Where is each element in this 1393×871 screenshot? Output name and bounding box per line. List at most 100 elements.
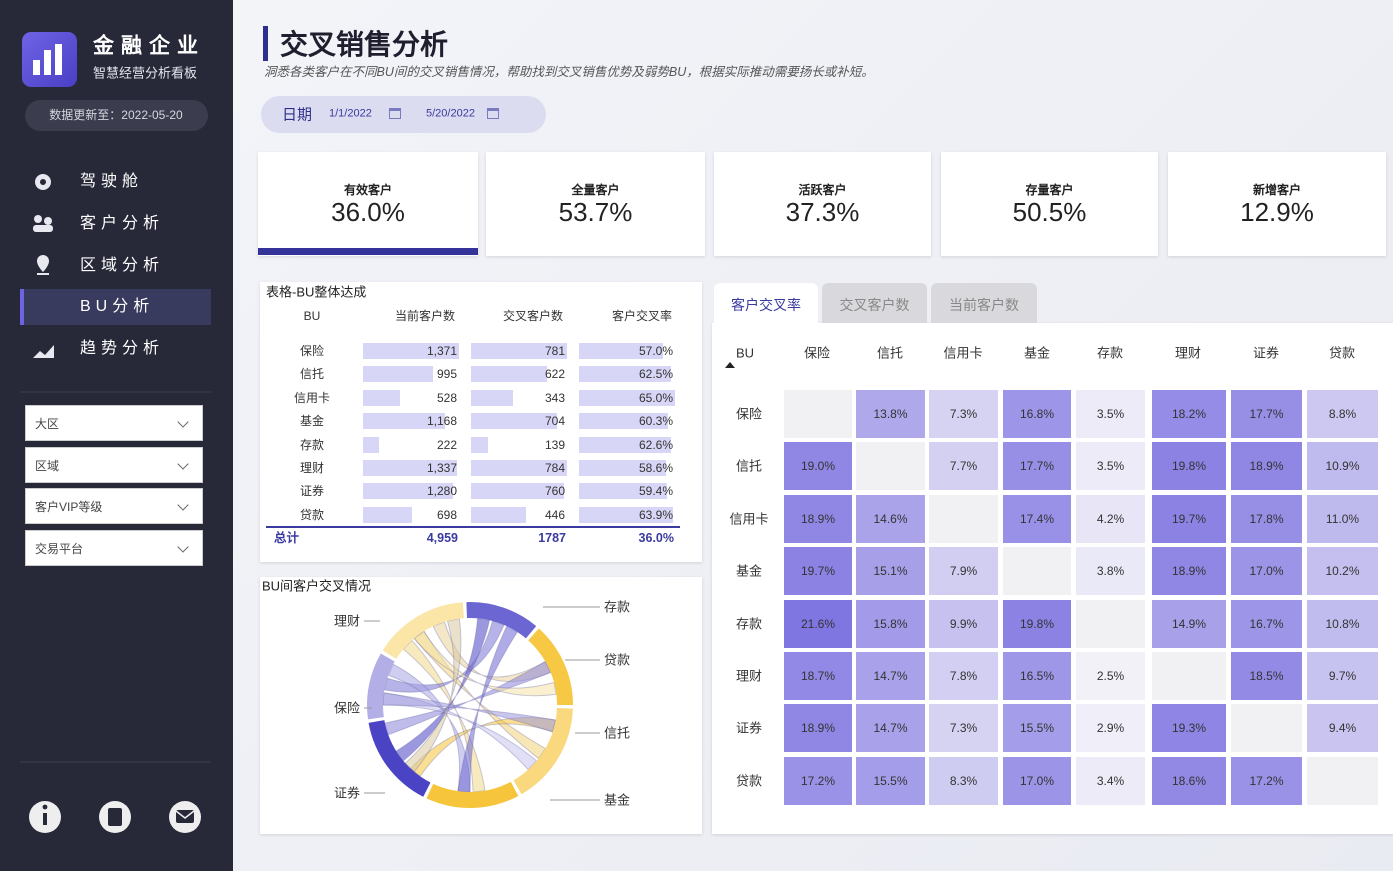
total-line (266, 526, 680, 528)
heat-cell: 17.4% (1003, 494, 1071, 543)
kpi-card[interactable]: 存量客户 50.5% (941, 152, 1158, 256)
sort-indicator[interactable] (725, 362, 735, 368)
filter-label: 区域 (35, 458, 60, 473)
dropdown-arrow (177, 457, 189, 470)
filter-dropdown[interactable]: 区域 (25, 446, 203, 483)
calendar-icon[interactable] (487, 108, 499, 119)
kpi-label: 全量客户 (571, 183, 620, 197)
nav-item[interactable]: 区域分析 (80, 257, 165, 274)
filter-label: 大区 (35, 417, 60, 431)
chord-arc (368, 720, 431, 797)
row-label: 基金 (735, 563, 763, 579)
row-label: 理财 (735, 668, 763, 684)
empty-cell (856, 442, 925, 491)
cell-value: 17.7% (1019, 459, 1055, 474)
cell-value: 60.3% (638, 414, 673, 429)
chord (457, 625, 519, 793)
cell-value: 15.8% (873, 616, 908, 631)
row-label: 存款 (299, 437, 325, 452)
kpi-card[interactable]: 有效客户 36.0% (258, 152, 478, 256)
filter-label: 客户VIP等级 (35, 500, 103, 514)
filter-dropdown[interactable]: 大区 (25, 405, 203, 441)
cell-value: 1,371 (426, 344, 457, 358)
nav-item[interactable]: 客户分析 (80, 215, 165, 232)
total-cell: 4,959 (426, 530, 458, 545)
cell-value: 19.8% (1019, 616, 1055, 631)
kpi-card[interactable]: 全量客户 53.7% (486, 152, 705, 256)
data-bar (579, 483, 667, 500)
tab[interactable]: 当前客户数 (931, 283, 1037, 323)
heat-cell: 19.0% (784, 442, 852, 491)
cell-value: 1,280 (426, 484, 457, 499)
heat-cell: 17.2% (1231, 756, 1302, 805)
date-end[interactable]: 5/20/2022 (426, 107, 475, 120)
tab[interactable]: 交叉客户数 (822, 283, 927, 323)
heat-cell: 15.5% (1003, 704, 1071, 753)
calendar-icon[interactable] (389, 108, 401, 119)
heat-cell: 7.7% (929, 442, 998, 491)
chord-label: 贷款 (604, 652, 631, 668)
heat-cell: 10.9% (1307, 442, 1378, 491)
chord-label: 信托 (604, 725, 631, 741)
filter-dropdown[interactable]: 客户VIP等级 (25, 488, 203, 524)
cell-value: 9.7% (1328, 669, 1357, 683)
column-header: 贷款 (1328, 345, 1356, 361)
column-header: 理财 (1174, 345, 1202, 361)
cell-value: 14.9% (1171, 616, 1207, 631)
heat-cell: 16.7% (1231, 599, 1302, 648)
nav-item[interactable]: BU分析 (80, 298, 155, 315)
data-bar (363, 343, 459, 359)
data-bar (363, 483, 453, 500)
cell-value: 58.6% (638, 461, 673, 475)
cell-value: 11.0% (1325, 511, 1360, 526)
kpi-card[interactable]: 新增客户 12.9% (1168, 152, 1386, 256)
nav-item[interactable]: 趋势分析 (80, 340, 165, 357)
cell-value: 15.5% (873, 773, 908, 788)
filter-dropdown[interactable]: 交易平台 (25, 529, 203, 566)
data-bar (471, 343, 567, 359)
cell-value: 59.4% (638, 484, 673, 499)
total-cell: 1787 (538, 530, 566, 545)
heat-cell: 8.3% (929, 756, 998, 805)
heat-cell: 15.5% (856, 756, 925, 805)
cell-value: 17.4% (1019, 511, 1055, 526)
cell-value: 7.8% (949, 669, 978, 683)
data-bar (579, 343, 664, 359)
cell-value: 16.7% (1249, 616, 1284, 631)
data-bar (579, 366, 672, 383)
column-header: BU (735, 345, 755, 361)
logo-bars (33, 44, 62, 75)
heat-cell: 18.9% (784, 494, 852, 543)
cell-value: 3.5% (1096, 407, 1125, 421)
heat-cell: 17.2% (784, 756, 852, 805)
chord-panel: BU间客户交叉情况 理财 保险 证券 存款 贷款 信托 基金 (260, 577, 702, 834)
kpi-card[interactable]: 活跃客户 37.3% (714, 152, 931, 256)
date-start[interactable]: 1/1/2022 (329, 107, 372, 120)
cell-value: 622 (544, 367, 565, 382)
row-label: 证券 (299, 484, 325, 499)
data-bar (363, 460, 457, 476)
cell-value: 63.9% (638, 507, 673, 522)
nav-item[interactable]: 驾驶舱 (80, 173, 144, 190)
cell-value: 21.6% (800, 616, 836, 631)
heat-cell: 18.9% (1152, 547, 1226, 596)
cell-value: 16.5% (1019, 669, 1055, 683)
data-bar (579, 389, 675, 406)
empty-cell (1076, 599, 1145, 648)
heat-cell: 19.7% (1152, 494, 1226, 543)
row-label: 保险 (299, 344, 325, 358)
tab-label: 当前客户数 (949, 297, 1019, 313)
total-cell: 总计 (274, 530, 300, 545)
heat-cell: 9.4% (1307, 704, 1378, 753)
heat-cell: 11.0% (1307, 494, 1378, 543)
chord-label: 保险 (333, 700, 360, 716)
heat-cell: 18.5% (1231, 652, 1302, 700)
chord-label: 理财 (333, 613, 360, 629)
page-description: 洞悉各类客户在不同BU间的交叉销售情况，帮助找到交叉销售优势及弱势BU，根据实际… (264, 64, 874, 79)
tab[interactable]: 客户交叉率 (714, 283, 818, 325)
column-header: 交叉客户数 (502, 309, 564, 323)
column-header: 保险 (803, 345, 831, 361)
heat-cell: 14.7% (856, 652, 925, 700)
row-label: 贷款 (299, 507, 325, 522)
